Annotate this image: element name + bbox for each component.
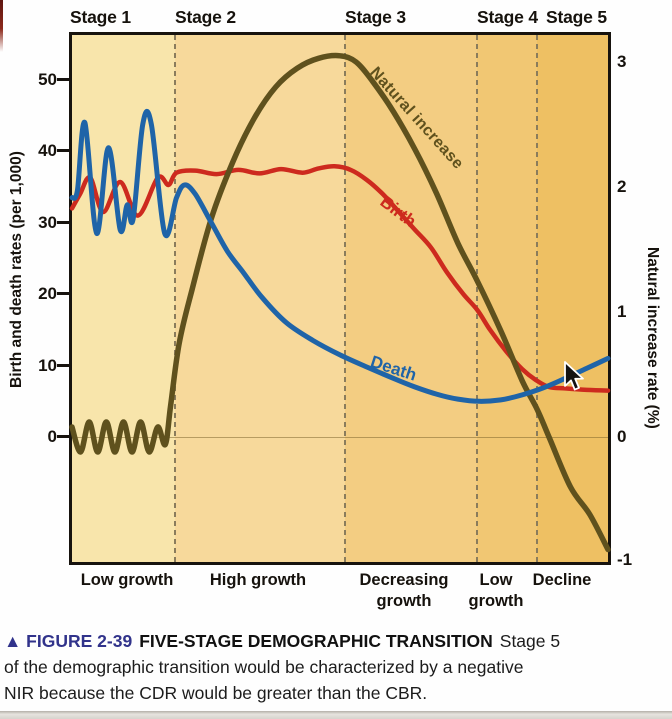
- left-tickmark: [57, 221, 72, 224]
- right-tick-0: 0: [617, 427, 627, 446]
- stage-boundary-3-4: [476, 35, 478, 562]
- figure-number-label: ▲ FIGURE 2-39: [4, 631, 133, 651]
- left-tickmark: [57, 435, 72, 438]
- stage-3-descriptor: Decreasing growth: [359, 571, 449, 610]
- plot-area: [69, 32, 611, 565]
- left-tick-50: 50: [38, 70, 57, 89]
- stage-3-band: [345, 35, 477, 562]
- right-tick-3: 3: [617, 52, 627, 71]
- mouse-cursor-icon: [564, 361, 584, 391]
- right-tick-1: 1: [617, 302, 627, 321]
- stage-boundary-4-5: [536, 35, 538, 562]
- stage-5-band: [537, 35, 608, 562]
- natural-increase-curve: [69, 52, 611, 553]
- stage-1-label: Stage 1: [70, 7, 131, 27]
- left-tickmark: [57, 78, 72, 81]
- left-tick-20: 20: [38, 284, 57, 303]
- stage-1-descriptor: Low growth: [80, 571, 174, 589]
- stage-5-descriptor: Decline: [532, 571, 592, 589]
- stage-2-descriptor: High growth: [209, 571, 307, 589]
- curves-svg: [69, 52, 611, 553]
- stage-4-descriptor: Low growth: [468, 571, 524, 610]
- left-tickmark: [57, 149, 72, 152]
- left-tickmark: [57, 364, 72, 367]
- caption-text-3: NIR because the CDR would be greater tha…: [4, 683, 428, 703]
- zero-gridline: [72, 437, 608, 438]
- bottom-edge-strip: [0, 711, 672, 719]
- stage-2-label: Stage 2: [175, 7, 236, 27]
- left-tick-10: 10: [38, 356, 57, 375]
- death-curve: [69, 108, 611, 404]
- stage-boundary-1-2: [174, 35, 176, 562]
- figure-title: FIVE-STAGE DEMOGRAPHIC TRANSITION: [139, 631, 493, 651]
- right-tick-neg1: -1: [617, 550, 633, 569]
- left-tick-40: 40: [38, 141, 57, 160]
- right-tick-2: 2: [617, 177, 627, 196]
- stage-4-label: Stage 4: [477, 7, 538, 27]
- caption-text-1: Stage 5: [499, 631, 561, 651]
- stage-boundary-2-3: [344, 35, 346, 562]
- caption-text-2: of the demographic transition would be c…: [4, 657, 524, 677]
- right-axis-title: Natural increase rate (%): [644, 247, 661, 429]
- figure-caption: ▲ FIGURE 2-39 FIVE-STAGE DEMOGRAPHIC TRAN…: [4, 628, 666, 706]
- left-axis-title: Birth and death rates (per 1,000): [8, 151, 25, 389]
- left-edge-artifact: [0, 0, 3, 52]
- left-tick-0: 0: [47, 427, 57, 446]
- stage-5-label: Stage 5: [546, 7, 607, 27]
- stage-1-band: [72, 35, 175, 562]
- left-tick-30: 30: [38, 213, 57, 232]
- left-tickmark: [57, 292, 72, 295]
- stage-3-label: Stage 3: [345, 7, 406, 27]
